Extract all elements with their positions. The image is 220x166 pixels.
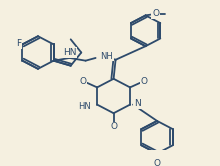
- Text: O: O: [141, 78, 148, 86]
- Text: HN: HN: [78, 102, 91, 111]
- Text: O: O: [154, 159, 161, 166]
- Text: O: O: [80, 78, 87, 86]
- Text: O: O: [152, 9, 159, 18]
- Text: O: O: [110, 122, 117, 131]
- Text: N: N: [134, 99, 141, 108]
- Text: HN: HN: [63, 48, 76, 57]
- Text: F: F: [16, 39, 21, 48]
- Text: NH: NH: [101, 52, 113, 61]
